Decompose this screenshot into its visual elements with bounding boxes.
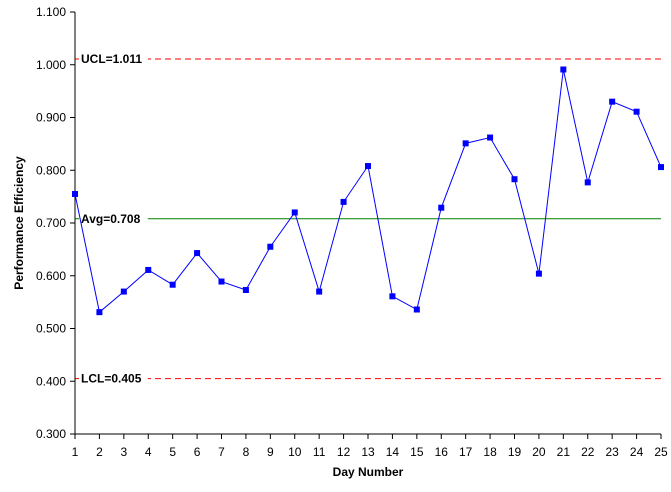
x-axis-title: Day Number — [333, 465, 404, 479]
reference-lines — [75, 58, 661, 380]
x-tick-label: 19 — [508, 445, 522, 459]
series-line — [74, 69, 662, 314]
x-tick-label: 12 — [337, 445, 351, 459]
x-tick-label: 18 — [483, 445, 497, 459]
x-tick-label: 16 — [435, 445, 449, 459]
series-layer — [72, 66, 664, 316]
y-tick-label: 0.700 — [36, 216, 66, 230]
data-point — [535, 270, 542, 277]
x-tick-label: 25 — [654, 445, 668, 459]
x-tick-label: 10 — [288, 445, 302, 459]
y-tick-label: 0.500 — [36, 322, 66, 336]
x-axis-ticks: 1 2 3 4 5 6 7 8 9 10 11 12 13 14 15 16 17 18 19 20 21 22 23 24 2… — [72, 434, 668, 459]
data-point — [145, 266, 152, 273]
y-tick-label: 0.300 — [36, 427, 66, 441]
data-point — [560, 66, 567, 73]
x-tick-label: 4 — [145, 445, 152, 459]
y-tick-label: 0.800 — [36, 163, 66, 177]
x-tick-label: 23 — [605, 445, 619, 459]
y-axis-title: Performance Efficiency — [12, 156, 26, 290]
data-point — [633, 108, 640, 115]
lcl-label: LCL=0.405 — [81, 372, 142, 386]
avg-label: Avg=0.708 — [81, 212, 141, 226]
data-point — [584, 179, 591, 186]
data-point — [194, 250, 201, 257]
x-tick-label: 15 — [410, 445, 424, 459]
data-point — [365, 163, 371, 170]
reference-labels: UCL=1.011 Avg=0.708 LCL=0.405 — [79, 49, 148, 387]
data-point — [218, 278, 225, 285]
x-tick-label: 14 — [386, 445, 400, 459]
x-tick-label: 11 — [313, 445, 326, 459]
x-tick-label: 21 — [557, 445, 571, 459]
data-point — [316, 288, 323, 295]
y-tick-label: 0.900 — [36, 111, 66, 125]
x-tick-label: 3 — [120, 445, 127, 459]
data-point — [340, 198, 347, 205]
data-point — [511, 176, 518, 183]
x-tick-label: 22 — [581, 445, 595, 459]
x-tick-label: 7 — [218, 445, 225, 459]
ucl-label-bg — [79, 49, 148, 67]
data-point — [169, 281, 176, 288]
data-point — [609, 98, 616, 105]
x-tick-label: 13 — [361, 445, 375, 459]
data-point — [413, 306, 420, 313]
axes — [74, 12, 661, 435]
x-tick-label: 9 — [267, 445, 274, 459]
data-point — [120, 288, 127, 295]
x-tick-label: 6 — [194, 445, 201, 459]
y-tick-label: 1.100 — [36, 5, 66, 19]
data-point — [267, 243, 274, 250]
data-point — [72, 190, 78, 197]
x-tick-label: 24 — [630, 445, 644, 459]
x-tick-label: 5 — [169, 445, 176, 459]
data-point — [291, 209, 298, 216]
y-tick-label: 0.400 — [36, 374, 66, 388]
avg-label-bg — [79, 209, 148, 227]
data-point — [242, 286, 249, 293]
x-tick-label: 8 — [243, 445, 250, 459]
x-tick-label: 17 — [459, 445, 473, 459]
x-tick-label: 1 — [72, 445, 79, 459]
lcl-label-bg — [79, 369, 148, 387]
data-point — [658, 164, 664, 171]
data-point — [389, 293, 396, 300]
data-point — [438, 204, 445, 211]
data-point — [96, 309, 103, 316]
y-tick-label: 1.000 — [36, 58, 66, 72]
x-tick-label: 2 — [96, 445, 103, 459]
data-point — [487, 134, 494, 141]
y-axis-ticks: 0.300 0.400 0.500 0.600 0.700 0.800 0.900 1.000… — [36, 5, 75, 441]
x-tick-label: 20 — [532, 445, 546, 459]
y-tick-label: 0.600 — [36, 269, 66, 283]
data-point — [462, 140, 469, 147]
ucl-label: UCL=1.011 — [81, 52, 142, 66]
